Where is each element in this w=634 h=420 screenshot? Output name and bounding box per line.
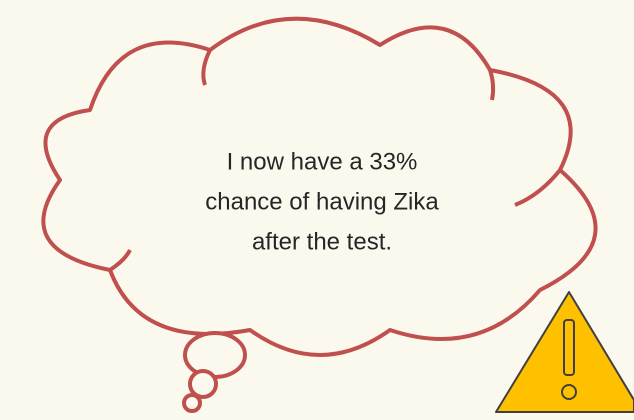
thought-bubble [185, 333, 245, 377]
page: I now have a 33% chance of having Zika a… [0, 0, 634, 420]
thought-bubble [190, 371, 216, 397]
thought-bubble [184, 395, 200, 411]
warning-bar [564, 320, 574, 375]
warning-dot [562, 385, 576, 399]
thought-text: chance of having Zika [205, 188, 439, 215]
slide: I now have a 33% chance of having Zika a… [0, 0, 634, 420]
thought-text: I now have a 33% [227, 148, 418, 175]
thought-text: after the test. [252, 228, 392, 255]
